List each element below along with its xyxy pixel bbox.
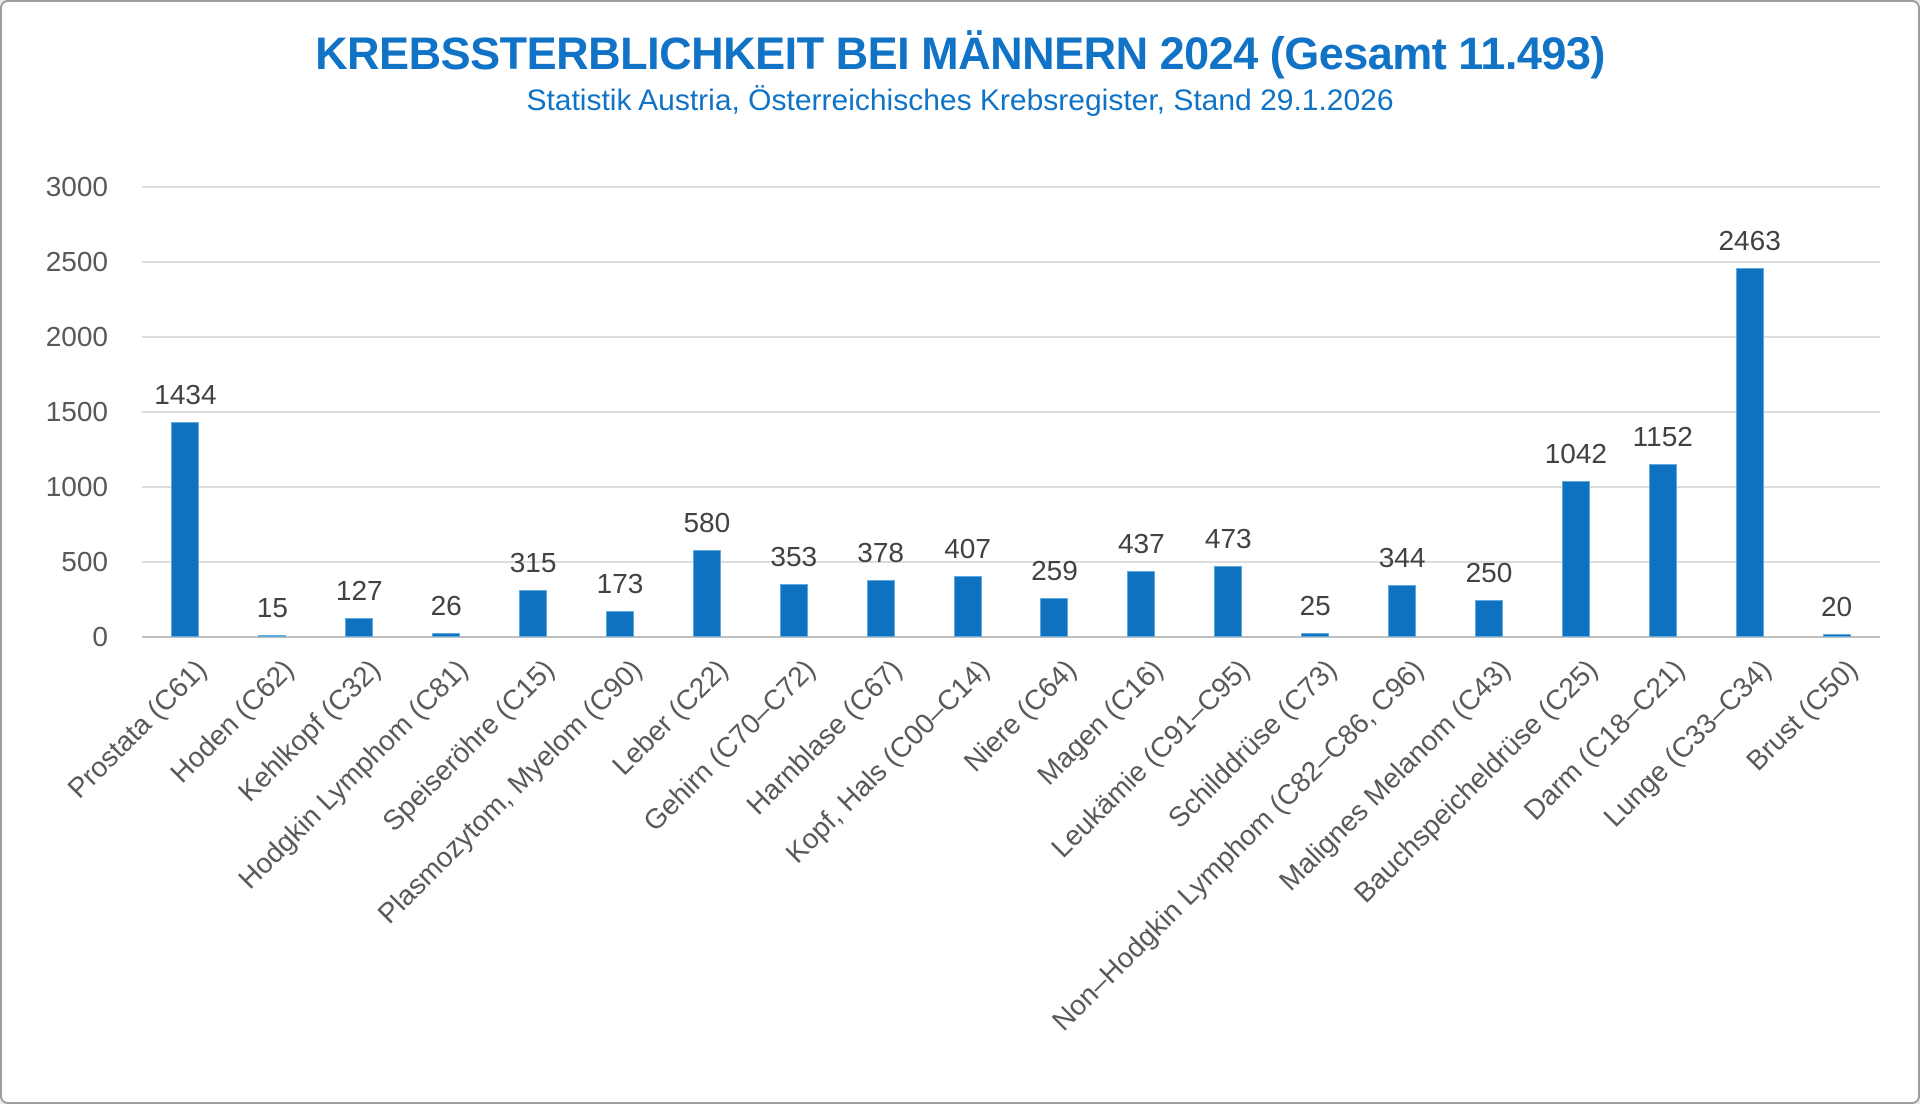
bar-value-label: 15 [256,591,288,623]
bar [779,584,808,637]
x-axis-line [142,636,1880,638]
gridline [142,561,1880,563]
bar [1127,571,1156,637]
bar-value-label: 1434 [154,378,217,410]
bar [345,617,374,637]
bar [1301,633,1330,637]
chart-subtitle: Statistik Austria, Österreichisches Kreb… [526,84,1394,117]
x-category-label: Harnblase (C67) [740,653,908,821]
bar-value-label: 20 [1820,591,1853,622]
y-axis-label: 2000 [45,321,108,352]
bar [1735,267,1764,637]
bar-value-label: 378 [857,537,904,569]
bar [1040,598,1069,637]
x-category-label: Darm (C18–C21) [1517,653,1690,826]
bar-value-label: 25 [1299,590,1331,622]
bar-value-label: 1042 [1544,437,1607,469]
y-axis-label: 1000 [45,471,108,502]
bar [953,575,982,637]
gridline [142,486,1880,488]
bar-value-label: 26 [430,590,462,622]
bar-value-label: 250 [1465,556,1513,588]
gridline [142,411,1880,413]
bar-value-label: 344 [1378,542,1426,574]
bar [258,634,287,637]
bar-value-label: 1152 [1632,421,1693,453]
bar [1474,599,1503,637]
bar [605,611,634,637]
bar-value-label: 173 [596,568,644,600]
y-axis-label: 500 [61,546,108,577]
bar [1822,634,1851,637]
bar [692,550,721,637]
y-axis-label: 1500 [45,396,108,427]
bar [1561,480,1590,637]
bar-value-label: 437 [1117,528,1165,560]
bar [171,421,200,637]
bar-value-label: 127 [335,574,383,606]
gridline [142,336,1880,338]
y-axis-label: 2500 [45,246,108,277]
bar-value-label: 259 [1031,555,1078,587]
bar-value-label: 2463 [1718,224,1781,256]
bar [432,633,461,637]
gridline [142,186,1880,188]
bar [866,580,895,637]
bar [1388,585,1417,637]
bar-value-label: 580 [683,507,731,538]
y-axis-label: 0 [92,621,108,652]
bar-value-label: 407 [944,532,991,564]
bar [1214,566,1243,637]
bar [519,589,548,637]
bar [1648,464,1677,637]
bar-value-label: 315 [509,546,557,578]
y-axis-label: 3000 [45,171,108,202]
gridline [142,261,1880,263]
bar-value-label: 353 [770,541,818,573]
bar-value-label: 473 [1204,523,1252,555]
chart-title: KREBSSTERBLICHKEIT BEI MÄNNERN 2024 (Ges… [315,28,1605,79]
